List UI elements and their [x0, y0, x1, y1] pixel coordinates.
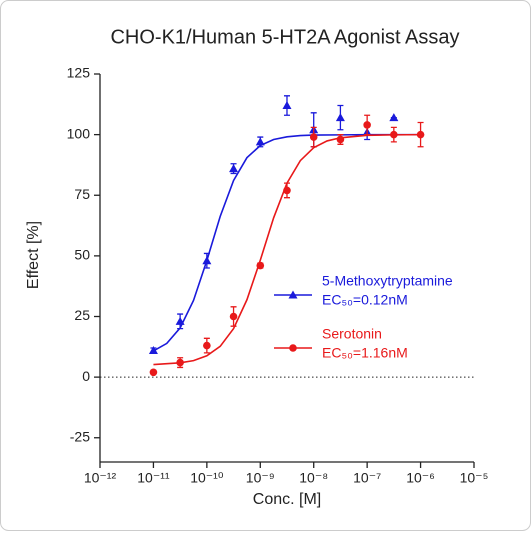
x-tick-label: 10⁻⁷	[353, 470, 381, 486]
x-tick-label: 10⁻⁹	[246, 470, 275, 486]
y-tick-label: -25	[70, 428, 90, 444]
marker	[283, 186, 291, 195]
marker	[390, 130, 398, 139]
y-tick-label: 125	[67, 65, 91, 81]
y-tick-label: 0	[82, 368, 90, 384]
ec50-label: EC₅₀=1.16nM	[322, 345, 408, 361]
x-tick-label: 10⁻¹²	[84, 470, 117, 486]
y-tick-label: 50	[74, 247, 90, 263]
chart-title: CHO-K1/Human 5-HT2A Agonist Assay	[110, 26, 459, 48]
x-tick-label: 10⁻⁵	[460, 470, 489, 486]
y-tick-label: 75	[74, 186, 90, 202]
marker	[229, 312, 238, 321]
ec50-label: EC₅₀=0.12nM	[322, 292, 408, 308]
marker	[229, 164, 239, 173]
marker	[289, 344, 297, 352]
marker	[309, 133, 318, 141]
x-tick-label: 10⁻¹⁰	[190, 470, 224, 486]
legend-label: Serotonin	[322, 326, 382, 342]
marker	[288, 290, 298, 299]
y-tick-label: 25	[74, 307, 90, 323]
y-axis-label: Effect [%]	[25, 221, 42, 289]
marker	[175, 316, 185, 325]
fit-curve	[153, 133, 421, 366]
marker	[335, 113, 345, 122]
marker	[176, 358, 184, 367]
marker	[282, 101, 292, 110]
legend-label: 5-Methoxytryptamine	[322, 273, 453, 289]
x-axis-label: Conc. [M]	[253, 491, 321, 508]
x-tick-label: 10⁻⁶	[406, 470, 435, 486]
marker	[148, 345, 158, 354]
x-tick-label: 10⁻⁸	[299, 470, 328, 486]
marker	[149, 368, 158, 377]
marker	[363, 121, 371, 129]
marker	[203, 341, 211, 350]
marker	[256, 261, 265, 270]
x-tick-label: 10⁻¹¹	[137, 470, 170, 486]
y-tick-label: 100	[67, 125, 91, 141]
marker	[202, 256, 212, 265]
marker	[336, 135, 345, 144]
marker	[416, 130, 425, 139]
marker	[389, 113, 399, 122]
marker	[255, 137, 265, 146]
